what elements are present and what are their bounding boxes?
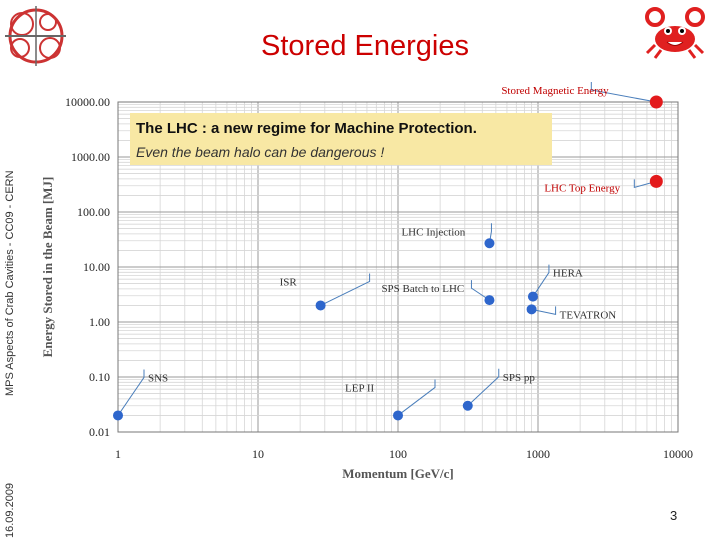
point-label: LHC Top Energy: [544, 182, 620, 194]
data-point: [315, 300, 326, 311]
callout-connector: [633, 179, 657, 189]
data-point: [527, 291, 538, 302]
y-tick-label: 0.01: [89, 425, 110, 439]
callout-connector: [531, 306, 557, 315]
cern-logo-icon: [0, 0, 70, 70]
axis-ticks: 1 10 100 1000 10000 0.01 0.10 1.00 10.00 100.00 10…: [65, 95, 693, 461]
callout-heading: The LHC : a new regime for Machine Prote…: [136, 120, 477, 137]
data-point: [649, 95, 663, 109]
point-label: LEP II: [345, 382, 375, 394]
x-tick-label: 1: [115, 447, 121, 461]
point-label: LHC Injection: [401, 226, 465, 238]
point-label: SNS: [148, 372, 168, 384]
callout-connector: [470, 280, 490, 301]
data-point: [526, 304, 537, 315]
y-tick-label: 1.00: [89, 315, 110, 329]
callout-connector: [117, 369, 145, 416]
point-label: ISR: [280, 276, 298, 288]
callout-connector: [467, 368, 500, 407]
point-callouts: SNS ISR LEP II SPS pp SPS Batch to LHC LHC In…: [117, 82, 657, 416]
callout-connector: [590, 82, 657, 103]
x-tick-label: 100: [389, 447, 407, 461]
y-tick-label: 100.00: [77, 205, 110, 219]
point-label: Stored Magnetic Energy: [501, 85, 609, 97]
y-axis-label: Energy Stored in the Beam [MJ]: [40, 177, 55, 358]
x-tick-label: 10000: [663, 447, 693, 461]
y-tick-label: 0.10: [89, 370, 110, 384]
crab-logo-icon: [645, 5, 705, 60]
callout-subheading: Even the beam halo can be dangerous !: [136, 144, 385, 160]
data-point: [649, 174, 663, 188]
data-point: [484, 238, 495, 249]
point-label: SPS Batch to LHC: [381, 283, 464, 295]
data-point: [393, 410, 403, 421]
chart-grid: [117, 102, 678, 433]
point-label: HERA: [553, 268, 583, 280]
data-point: [484, 295, 495, 306]
x-tick-label: 1000: [526, 447, 550, 461]
x-axis-label: Momentum [GeV/c]: [342, 466, 454, 481]
lhc-callout-box: The LHC : a new regime for Machine Prote…: [130, 113, 552, 165]
slide-title: Stored Energies: [261, 30, 469, 62]
data-point: [113, 410, 123, 421]
page-number: 3: [670, 508, 678, 523]
callout-connector: [320, 273, 371, 306]
data-points: [113, 95, 663, 421]
y-tick-label: 10000.00: [65, 95, 110, 109]
data-point: [462, 400, 473, 411]
y-tick-label: 1000.00: [71, 150, 110, 164]
x-tick-label: 10: [252, 447, 264, 461]
point-label: SPS pp: [503, 372, 536, 384]
callout-connector: [532, 264, 550, 297]
plot-frame: [117, 101, 679, 433]
y-tick-label: 10.00: [83, 260, 110, 274]
point-label: TEVATRON: [560, 309, 617, 321]
callout-connector: [397, 379, 436, 416]
